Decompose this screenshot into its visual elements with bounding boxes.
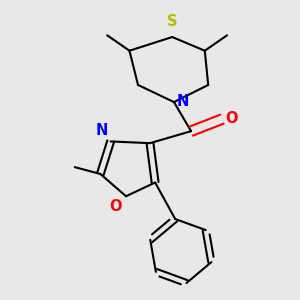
Text: O: O	[225, 111, 238, 126]
Text: N: N	[95, 123, 108, 138]
Text: S: S	[167, 14, 178, 29]
Text: O: O	[110, 199, 122, 214]
Text: N: N	[177, 94, 189, 109]
